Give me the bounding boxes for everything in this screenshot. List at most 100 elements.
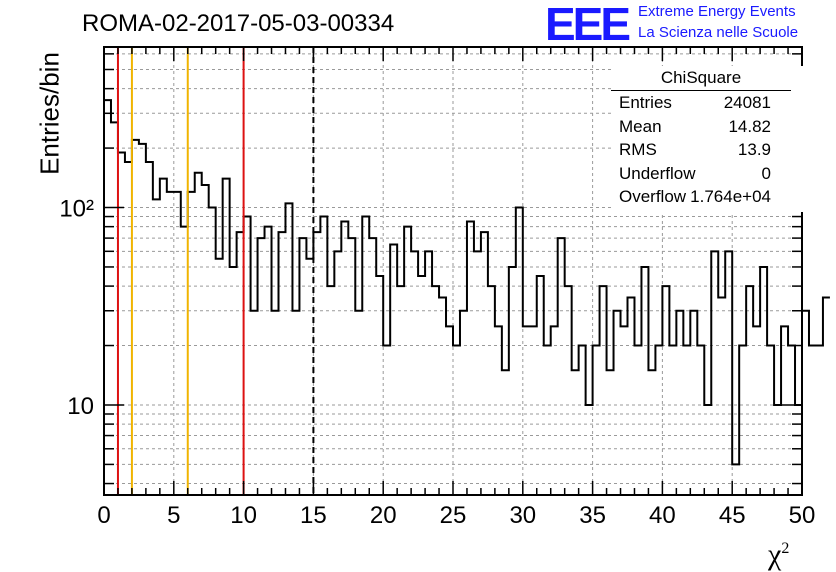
histogram-bin — [607, 370, 614, 495]
histogram-bin — [181, 227, 188, 495]
histogram-bin — [446, 326, 453, 495]
histogram-bin — [641, 267, 648, 495]
histogram-bin — [432, 286, 439, 495]
stats-row-underflow: Underflow 0 — [611, 162, 809, 186]
histogram-bin — [223, 179, 230, 495]
histogram-bin — [516, 208, 523, 495]
stats-row-mean: Mean 14.82 — [611, 115, 809, 139]
histogram-bin — [781, 326, 788, 495]
histogram-bin — [174, 192, 181, 495]
stats-label: Overflow — [619, 187, 687, 206]
histogram-bin — [795, 405, 802, 495]
stats-row-entries: Entries 24081 — [611, 91, 809, 115]
histogram-bin — [690, 311, 697, 495]
histogram-bin — [285, 203, 292, 495]
histogram-bin — [418, 276, 425, 495]
histogram-bin — [397, 286, 404, 495]
histogram-bin — [621, 326, 628, 495]
histogram-bin — [202, 185, 209, 495]
y-axis-label: Entries/bin — [34, 52, 65, 175]
histogram-bin — [802, 311, 809, 495]
histogram-bin — [683, 346, 690, 495]
histogram-bin — [809, 346, 816, 495]
histogram-bin — [265, 227, 272, 495]
stats-value: 14.82 — [728, 116, 771, 136]
stats-label: Mean — [619, 116, 662, 136]
histogram-bin — [537, 276, 544, 495]
histogram-bin — [425, 251, 432, 495]
histogram-bin — [355, 311, 362, 495]
histogram-bin — [313, 232, 320, 495]
eee-logo: EEE — [545, 0, 631, 50]
histogram-bin — [495, 326, 502, 495]
histogram-bin — [600, 286, 607, 495]
histogram-bin — [139, 144, 146, 495]
histogram-bin — [125, 162, 132, 495]
histogram-bin — [711, 251, 718, 495]
histogram-bin — [460, 311, 467, 495]
histogram-bin — [453, 346, 460, 495]
x-tick-label: 20 — [370, 502, 397, 529]
histogram-series — [104, 99, 830, 495]
stats-box: ChiSquare Entries 24081 Mean 14.82 RMS 13.9… — [611, 66, 809, 212]
histogram-bin — [111, 122, 118, 495]
histogram-bin — [732, 464, 739, 495]
histogram-bin — [648, 370, 655, 495]
histogram-bin — [320, 217, 327, 495]
histogram-bin — [439, 298, 446, 495]
histogram-bin — [292, 311, 299, 495]
histogram-bin — [551, 326, 558, 495]
histogram-bin — [774, 405, 781, 495]
histogram-bin — [767, 346, 774, 495]
histogram-bin — [383, 346, 390, 495]
histogram-bin — [188, 192, 195, 495]
x-axis-ticks: 0 5 10 15 20 25 30 35 40 45 50 — [97, 47, 815, 529]
histogram-bin — [558, 238, 565, 495]
histogram-bin — [467, 221, 474, 495]
histogram-bin — [544, 346, 551, 495]
stats-value: 0 — [761, 163, 771, 183]
stats-label: Underflow — [619, 163, 696, 183]
histogram-bin — [369, 238, 376, 495]
histogram-bin — [718, 298, 725, 495]
histogram-bin — [306, 259, 313, 495]
stats-row-rms: RMS 13.9 — [611, 138, 809, 162]
x-tick-label: 15 — [300, 502, 327, 529]
histogram-outline — [104, 99, 830, 466]
histogram-bin — [279, 232, 286, 495]
histogram-bin — [216, 259, 223, 495]
y-tick-label: 10² — [59, 196, 94, 223]
histogram-bin — [739, 346, 746, 495]
histogram-bin — [586, 405, 593, 495]
stats-value: 1.764e+04 — [690, 187, 771, 206]
y-axis-ticks: 10 10² — [59, 53, 802, 485]
histogram-bin — [704, 405, 711, 495]
histogram-bin — [272, 311, 279, 495]
histogram-bin — [327, 286, 334, 495]
y-tick-label: 10 — [67, 393, 94, 420]
histogram-bin — [655, 346, 662, 495]
histogram-bin — [760, 267, 767, 495]
histogram-bin — [614, 311, 621, 495]
histogram-bin — [788, 346, 795, 495]
histogram-bin — [341, 221, 348, 495]
histogram-bin — [160, 179, 167, 495]
stats-title: ChiSquare — [611, 66, 791, 91]
vertical-marker-lines — [116, 47, 315, 495]
histogram-bin — [244, 217, 251, 495]
histogram-bin — [132, 140, 139, 495]
histogram-bin — [523, 326, 530, 495]
histogram-bin — [390, 244, 397, 495]
histogram-bin — [230, 267, 237, 495]
histogram-bin — [628, 298, 635, 495]
histogram-bin — [209, 208, 216, 495]
histogram-bin — [251, 311, 258, 495]
x-tick-label: 30 — [509, 502, 536, 529]
histogram-bin — [572, 370, 579, 495]
x-tick-label: 45 — [719, 502, 746, 529]
x-axis-label: χ2 — [768, 538, 790, 571]
histogram-bin — [258, 238, 265, 495]
histogram-bin — [593, 346, 600, 495]
x-tick-label: 50 — [789, 502, 816, 529]
